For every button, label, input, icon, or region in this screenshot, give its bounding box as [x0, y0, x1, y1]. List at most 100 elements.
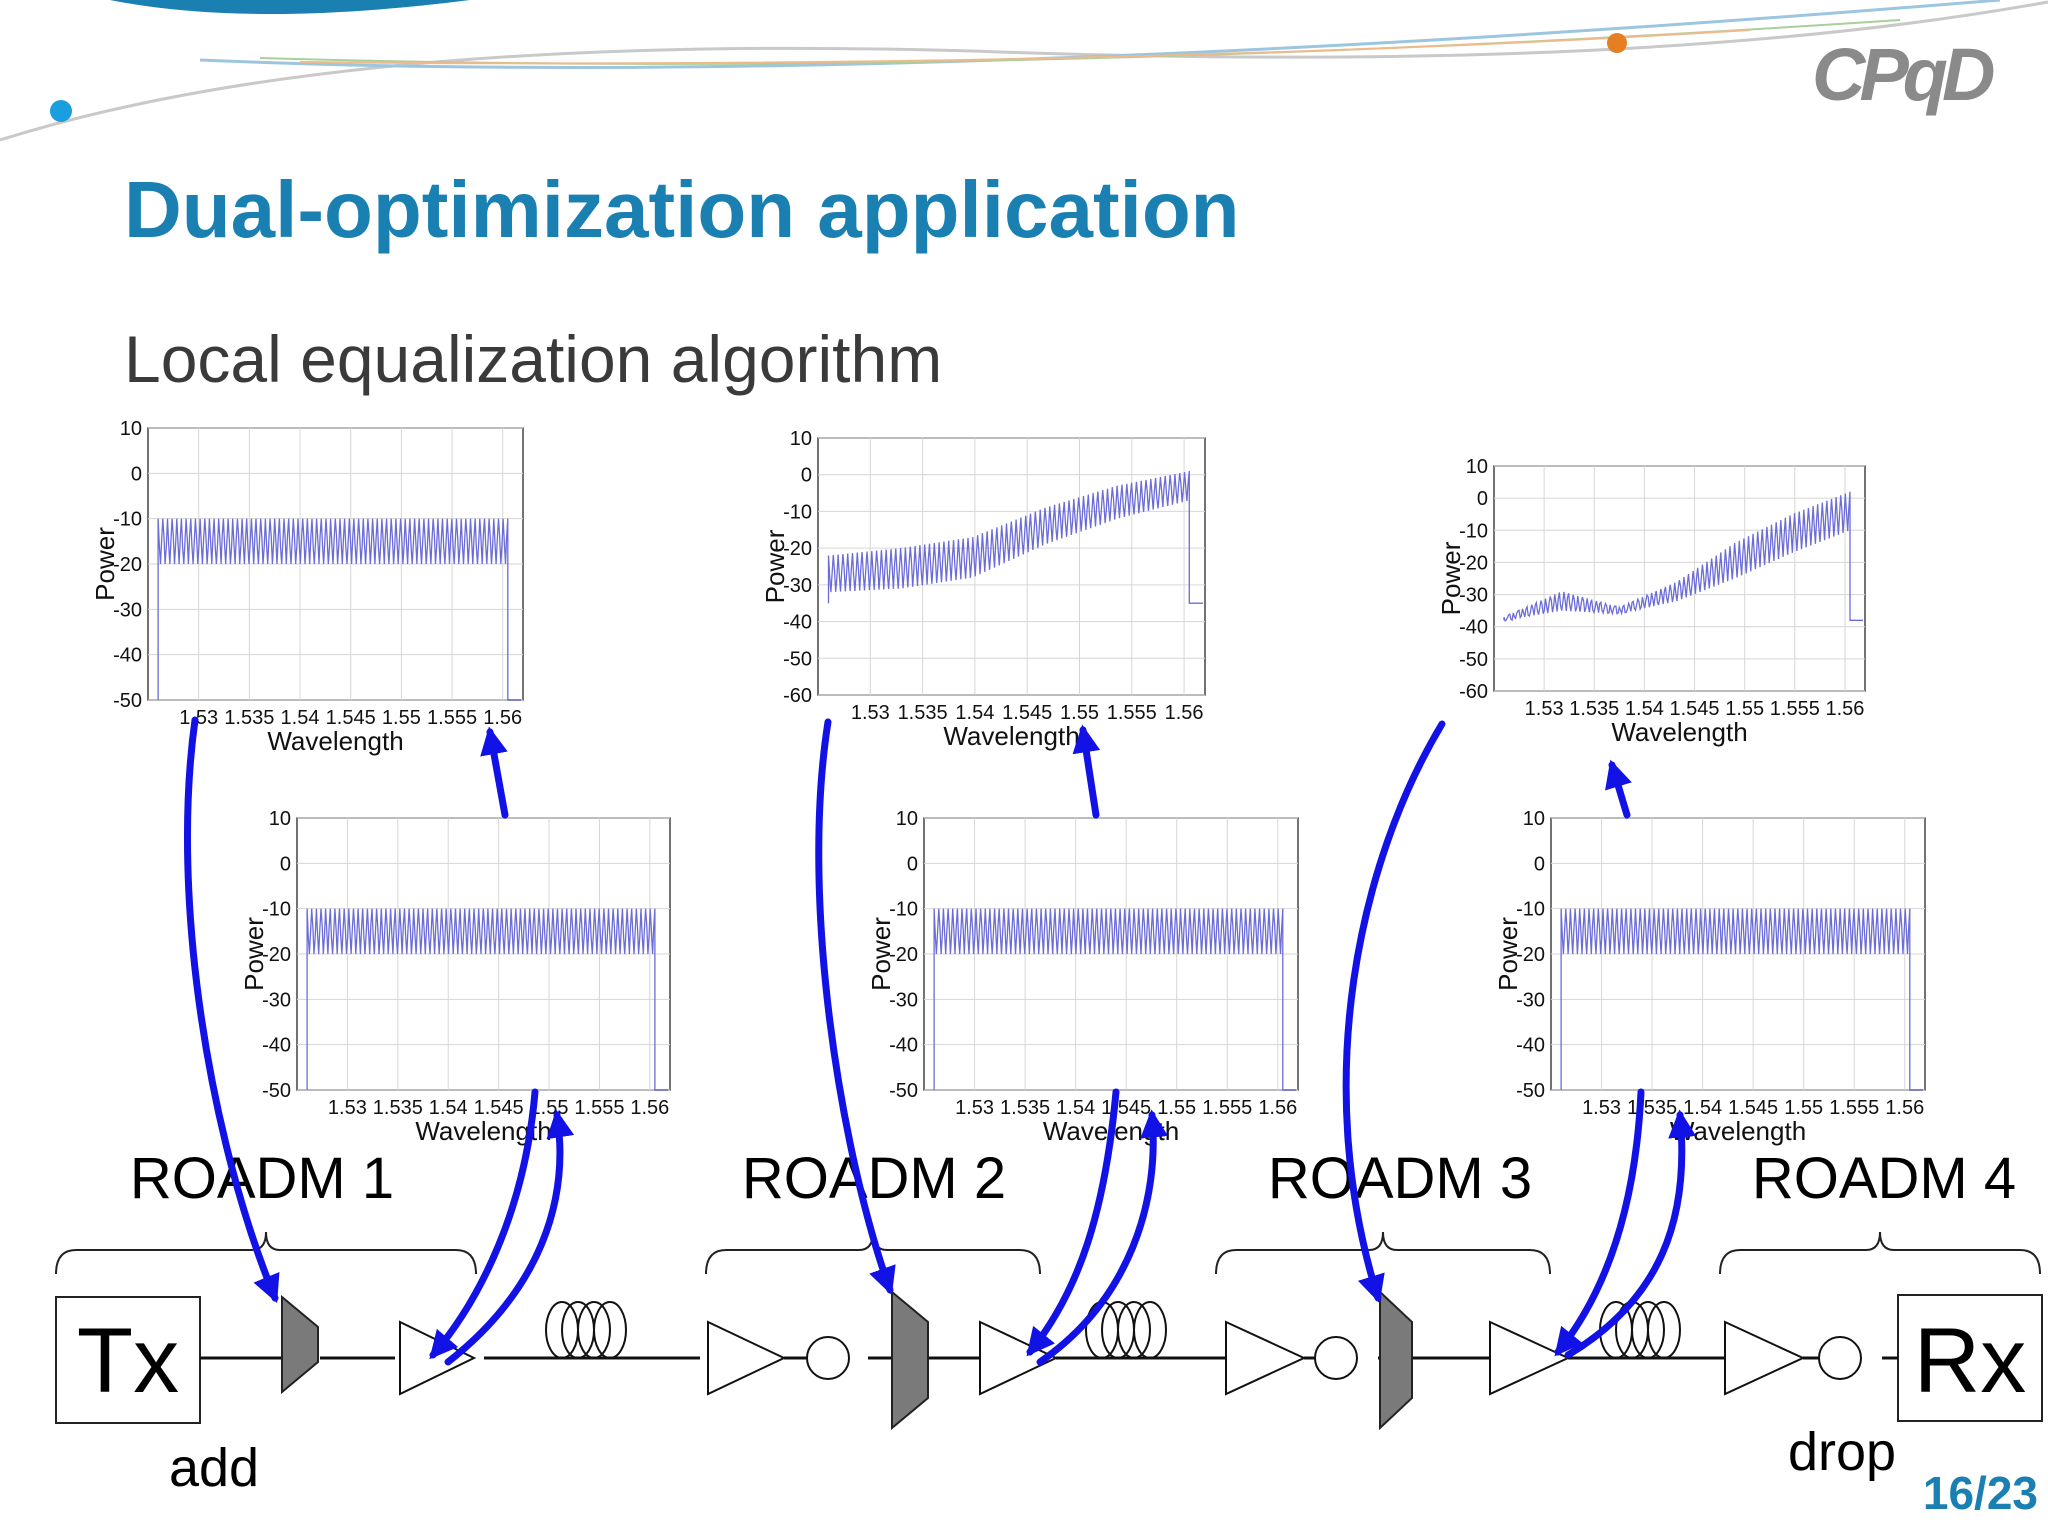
amplifier-icon [1489, 1320, 1571, 1396]
x-tick-label: 1.545 [1670, 698, 1720, 720]
y-axis-label: Power [1436, 541, 1466, 615]
y-tick-label: 10 [790, 428, 812, 450]
signal-arrow [183, 716, 280, 1304]
y-axis-label: Power [239, 917, 269, 991]
x-tick-label: 1.555 [1202, 1097, 1252, 1119]
x-tick-label: 1.54 [281, 707, 320, 729]
y-tick-label: -20 [783, 538, 812, 560]
x-tick-label: 1.56 [1885, 1097, 1924, 1119]
power-monitor-icon [1314, 1336, 1358, 1380]
x-axis-label: Wavelength [1611, 717, 1747, 747]
x-tick-label: 1.55 [1725, 698, 1764, 720]
x-tick-label: 1.555 [427, 707, 477, 729]
x-tick-label: 1.555 [1829, 1097, 1879, 1119]
y-tick-label: 10 [1523, 808, 1545, 830]
svg-text:CPqD: CPqD [1812, 33, 1994, 116]
power-monitor-icon [1818, 1336, 1862, 1380]
y-tick-label: -20 [1459, 552, 1488, 574]
x-tick-label: 1.55 [1784, 1097, 1823, 1119]
y-axis-label: Power [1493, 917, 1523, 991]
y-tick-label: -60 [1459, 681, 1488, 703]
signal-arrow [1026, 1088, 1120, 1357]
y-tick-label: -10 [113, 509, 142, 531]
y-tick-label: -50 [262, 1080, 291, 1102]
signal-arrow [1072, 724, 1101, 819]
signal-arrow [1036, 1109, 1169, 1366]
y-tick-label: -30 [1516, 989, 1545, 1011]
y-tick-label: 10 [1466, 456, 1488, 478]
logo-icon: CPqD [1812, 33, 2000, 116]
signal-arrows [183, 716, 1697, 1366]
x-tick-label: 1.53 [955, 1097, 994, 1119]
x-tick-label: 1.56 [483, 707, 522, 729]
brace-icon [1215, 1231, 1551, 1275]
spectrum-chart-input-roadm2: 10 0 -10 -20 -30 -40 -50 -60 1.53 1.535 1.54 1.545 1… [760, 428, 1206, 751]
brace-icon [1719, 1231, 2041, 1275]
demux-icon [891, 1289, 929, 1431]
x-tick-label: 1.56 [1165, 702, 1204, 724]
spectrum-trace [306, 908, 668, 1091]
power-monitor-icon [806, 1336, 850, 1380]
amplifier-icon [979, 1320, 1059, 1396]
x-tick-label: 1.535 [224, 707, 274, 729]
y-tick-label: -50 [113, 690, 142, 712]
rx-label: Rx [1914, 1310, 2026, 1412]
y-tick-label: -30 [113, 599, 142, 621]
coil-loop [1133, 1301, 1167, 1359]
y-tick-label: -50 [783, 648, 812, 670]
y-tick-label: -10 [1459, 520, 1488, 542]
add-label: add [169, 1438, 259, 1498]
plot-area [1493, 465, 1866, 692]
spectrum-chart-input-roadm1: 10 0 -10 -20 -30 -40 -50 1.53 1.535 1.54 1.545 1.55… [90, 418, 524, 756]
y-tick-label: 0 [1534, 853, 1545, 875]
y-tick-label: -20 [113, 554, 142, 576]
spectrum-trace [157, 518, 521, 701]
slide-title: Dual-optimization application [124, 165, 1240, 254]
spectrum-trace [1560, 908, 1923, 1091]
y-tick-label: -10 [1516, 899, 1545, 921]
demux-icon [1379, 1289, 1413, 1431]
coil-loop [1117, 1301, 1151, 1359]
y-tick-label: -30 [1459, 585, 1488, 607]
x-tick-label: 1.545 [1728, 1097, 1778, 1119]
demux-icon [281, 1294, 319, 1395]
x-tick-label: 1.535 [373, 1097, 423, 1119]
x-axis-label: Wavelength [267, 726, 403, 756]
y-tick-label: 10 [120, 418, 142, 440]
y-tick-label: -40 [1459, 617, 1488, 639]
spectrum-trace [933, 908, 1296, 1091]
x-tick-label: 1.56 [1258, 1097, 1297, 1119]
coil-loop [577, 1301, 611, 1359]
y-tick-label: 0 [131, 463, 142, 485]
x-tick-label: 1.53 [1582, 1097, 1621, 1119]
x-tick-label: 1.545 [326, 707, 376, 729]
x-tick-label: 1.54 [955, 702, 994, 724]
y-tick-label: -40 [889, 1035, 918, 1057]
y-tick-label: 10 [896, 808, 918, 830]
drop-label: drop [1788, 1422, 1896, 1482]
y-tick-label: -20 [1516, 944, 1545, 966]
signal-arrow [429, 1088, 539, 1360]
y-tick-label: -10 [889, 899, 918, 921]
x-tick-label: 1.555 [574, 1097, 624, 1119]
amplifier-icon [707, 1320, 787, 1396]
x-tick-label: 1.54 [429, 1097, 468, 1119]
x-tick-label: 1.54 [1625, 698, 1664, 720]
amplifier-icon [1225, 1320, 1307, 1396]
x-tick-label: 1.55 [1060, 702, 1099, 724]
coil-loop [1631, 1301, 1665, 1359]
y-tick-label: -10 [262, 899, 291, 921]
roadm-label-4: ROADM 4 [1752, 1146, 2016, 1211]
y-tick-label: 0 [801, 465, 812, 487]
fiber-coil-icon [545, 1301, 627, 1359]
x-tick-label: 1.53 [179, 707, 218, 729]
spectrum-chart-equalized-roadm1: 10 0 -10 -20 -30 -40 -50 1.53 1.535 1.54 1.545 1.55… [239, 808, 671, 1146]
signal-arrow [1342, 720, 1446, 1304]
x-axis-label: Wavelength [1670, 1116, 1806, 1146]
x-tick-label: 1.545 [1002, 702, 1052, 724]
y-tick-label: 10 [269, 808, 291, 830]
y-tick-label: -10 [783, 501, 812, 523]
spectrum-charts: 100-10-20-30-40-501.53 1.535 1.54 1.545 1.55… [90, 418, 1926, 1146]
x-tick-label: 1.555 [1770, 698, 1820, 720]
